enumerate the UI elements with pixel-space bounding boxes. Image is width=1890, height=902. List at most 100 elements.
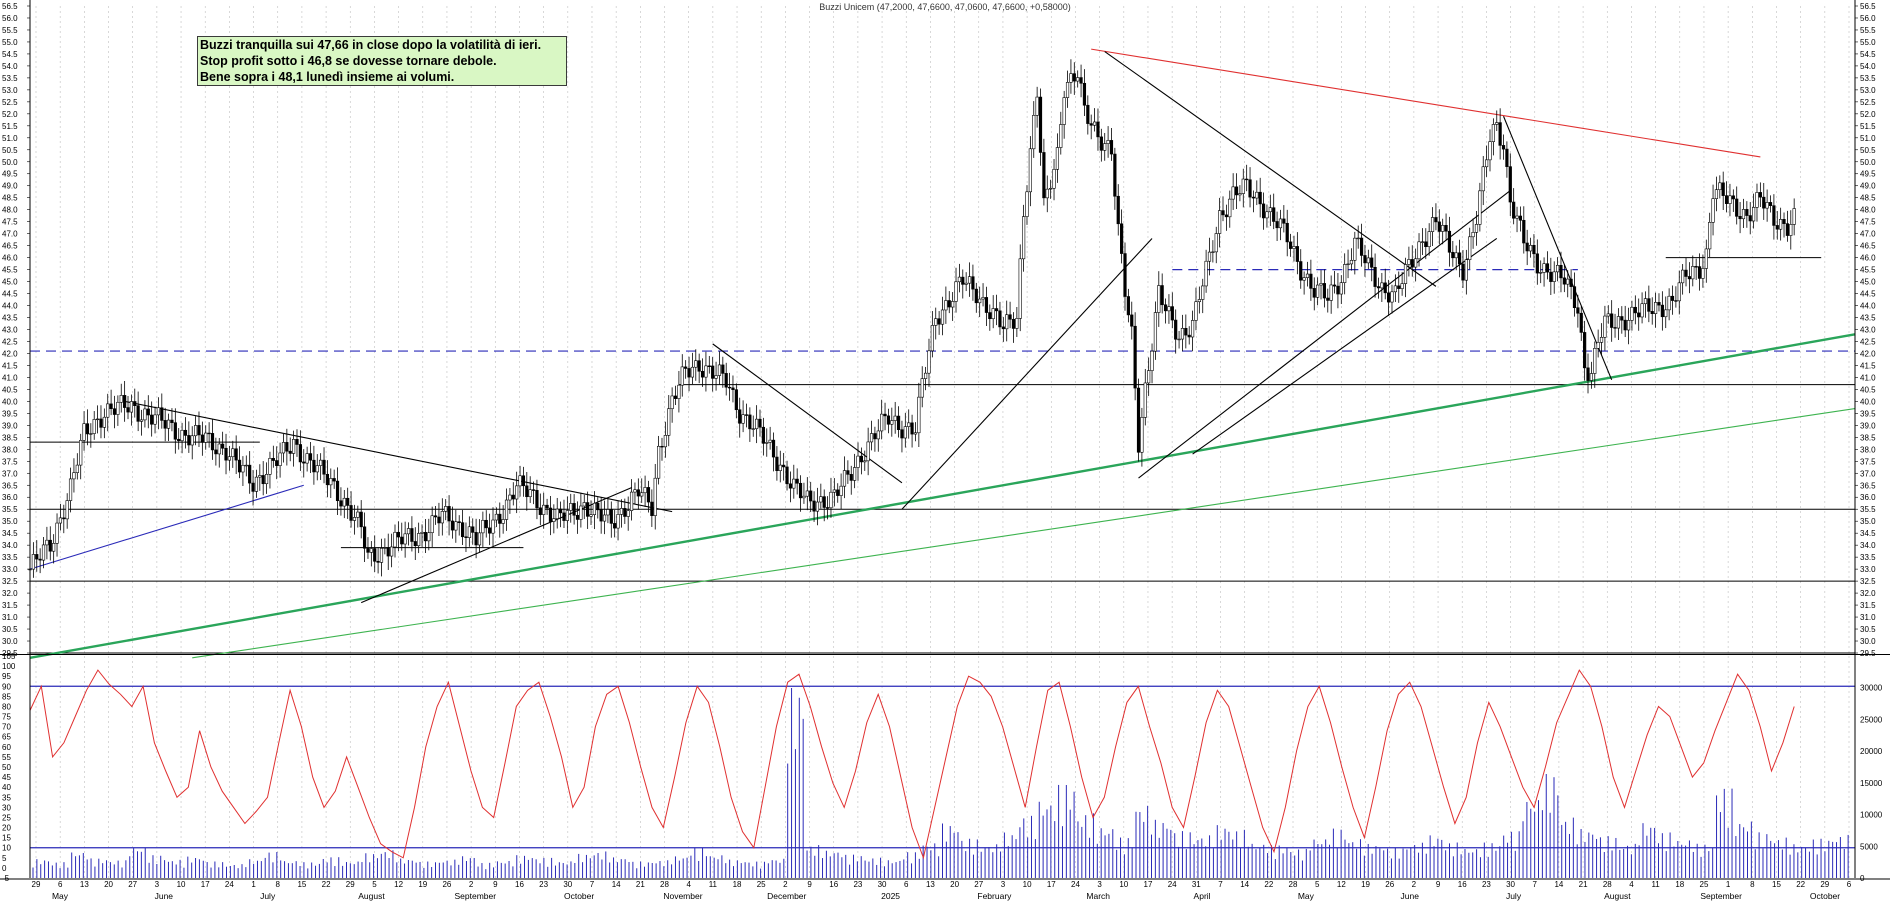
month-tick-label: October: [1810, 891, 1840, 901]
oscillator-tick-label: 35: [2, 793, 11, 802]
volume-tick-label: 30000: [1860, 684, 1883, 693]
candle-body: [1180, 328, 1185, 340]
month-tick-label: May: [1298, 891, 1315, 901]
candle-body: [535, 490, 539, 509]
candle-body: [99, 418, 103, 428]
candle-body: [1035, 96, 1039, 116]
candle-body: [1566, 278, 1570, 285]
candle-body: [778, 464, 782, 471]
price-tick-label: 42.0: [1860, 349, 1876, 358]
day-tick-label: 28: [660, 880, 669, 889]
candle-body: [927, 350, 931, 374]
candle-body: [352, 517, 357, 521]
candle-body: [538, 507, 542, 515]
candle-body: [1332, 284, 1337, 287]
candle-body: [1109, 140, 1114, 155]
candle-body: [1322, 283, 1326, 299]
price-tick-label: 52.0: [1860, 110, 1876, 119]
candle-body: [636, 489, 640, 497]
candle-body: [312, 459, 316, 473]
candle-body: [1417, 241, 1421, 260]
candle-body: [724, 373, 728, 388]
candle-body: [450, 520, 455, 531]
candle-body: [853, 467, 857, 481]
candle-body: [704, 365, 708, 378]
oscillator-tick-label: 60: [2, 743, 11, 752]
candle-body: [1221, 210, 1225, 216]
candle-body: [900, 429, 904, 439]
day-tick-label: 6: [1847, 880, 1852, 889]
candle-body: [1373, 266, 1377, 287]
candle-body: [1654, 302, 1658, 315]
candle-body: [1343, 264, 1347, 283]
candle-body: [258, 475, 262, 478]
candle-body: [362, 526, 367, 549]
candle-body: [410, 528, 414, 542]
candle-body: [694, 360, 698, 368]
candle-body: [599, 509, 603, 522]
day-tick-label: 17: [1047, 880, 1056, 889]
candle-body: [1471, 232, 1475, 238]
candle-body: [112, 408, 117, 415]
annotation-line-1: Buzzi tranquilla sui 47,66 in close dopo…: [200, 38, 542, 52]
candle-body: [984, 297, 989, 313]
candle-body: [1579, 312, 1583, 333]
candle-body: [880, 413, 884, 432]
candle-body: [623, 508, 627, 517]
candle-body: [1065, 82, 1070, 98]
candle-body: [1028, 148, 1032, 193]
candle-body: [1153, 312, 1158, 352]
candle-body: [329, 478, 333, 486]
candle-body: [761, 426, 765, 444]
candle-body: [1670, 295, 1675, 301]
candle-body: [261, 475, 265, 485]
candle-body: [613, 523, 617, 529]
price-tick-label: 35.0: [1860, 517, 1876, 526]
candle-body: [920, 378, 924, 398]
candle-body: [1478, 190, 1482, 225]
candle-body: [934, 318, 938, 326]
candle-body: [1089, 123, 1093, 126]
candle-body: [994, 308, 999, 312]
candle-body: [1160, 285, 1164, 306]
day-tick-label: 30: [1506, 880, 1515, 889]
candle-body: [349, 505, 353, 521]
price-tick-label: 35.5: [2, 505, 18, 514]
candle-body: [809, 490, 813, 502]
candle-body: [673, 395, 678, 399]
candle-body: [1140, 417, 1144, 453]
candle-body: [1738, 216, 1742, 220]
candle-body: [548, 507, 553, 522]
candle-body: [1748, 215, 1752, 222]
candle-body: [1481, 166, 1485, 192]
price-tick-label: 29.5: [1860, 649, 1876, 658]
oscillator-tick-label: 30: [2, 803, 11, 812]
candle-body: [1474, 224, 1479, 233]
candle-body: [528, 489, 532, 498]
candle-body: [1008, 314, 1012, 320]
day-tick-label: 27: [128, 880, 137, 889]
candle-body: [616, 514, 620, 529]
price-tick-label: 31.5: [1860, 601, 1876, 610]
candle-body: [1437, 221, 1441, 232]
candle-body: [869, 433, 874, 443]
trend-line: [1091, 48, 1761, 158]
candle-body: [819, 496, 823, 503]
candle-body: [1228, 198, 1232, 218]
price-tick-label: 30.5: [1860, 625, 1876, 634]
candle-body: [1133, 325, 1137, 389]
day-tick-label: 23: [539, 880, 548, 889]
oscillator-tick-label: 40: [2, 783, 11, 792]
candle-body: [562, 512, 566, 521]
candle-body: [1637, 312, 1641, 318]
candle-body: [342, 497, 346, 507]
candle-body: [1657, 302, 1661, 306]
candle-body: [924, 372, 928, 379]
candle-body: [815, 501, 820, 512]
day-tick-label: 22: [322, 880, 331, 889]
candle-body: [1745, 209, 1749, 216]
candle-body: [335, 480, 340, 502]
candle-body: [1123, 253, 1127, 297]
candle-body: [275, 460, 279, 466]
